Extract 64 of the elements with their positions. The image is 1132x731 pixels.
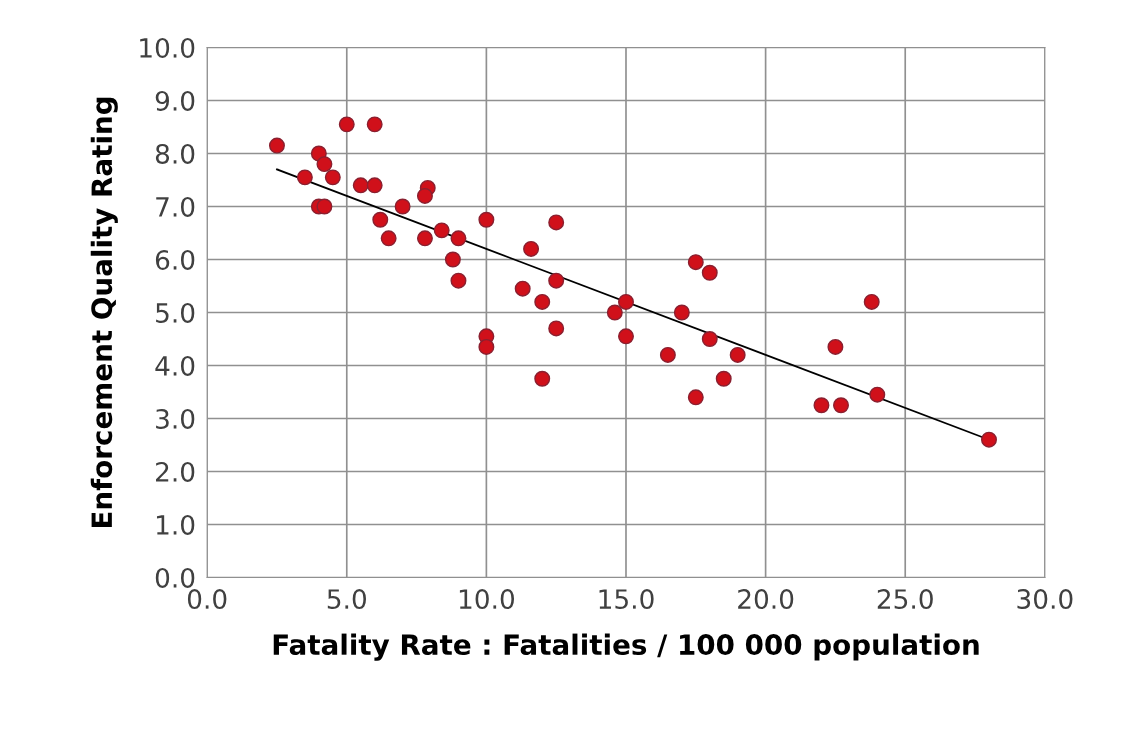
point [416,230,433,247]
point [338,116,355,133]
point [450,272,467,289]
point [606,304,623,321]
point [813,397,830,414]
point [433,222,450,239]
point [863,293,880,310]
point [296,169,313,186]
x-tick-label: 20.0 [738,589,794,610]
point [416,187,433,204]
point [324,169,341,186]
y-tick-label: 9.0 [155,90,195,111]
x-tick-label: 5.0 [327,589,366,610]
x-tick-label: 10.0 [459,589,515,610]
x-tick-label: 30.0 [1017,589,1073,610]
y-tick-label: 4.0 [155,355,195,376]
y-tick-label: 0.0 [155,567,195,588]
y-tick-label: 5.0 [156,302,195,323]
point [380,230,397,247]
point [701,264,718,281]
point [701,331,718,347]
point [450,230,467,247]
point [394,198,411,215]
point [352,177,369,194]
x-tick-label: 25.0 [877,589,933,610]
point [534,370,551,387]
y-tick-label: 10.0 [140,37,195,58]
point [366,116,383,133]
point [729,346,746,363]
x-tick-label: 0.0 [187,589,227,610]
point [687,254,704,271]
y-tick-label: 8.0 [155,143,195,164]
point [833,397,849,414]
point [715,370,732,387]
point [673,304,690,321]
point [268,137,285,154]
y-tick-label: 7.0 [156,196,195,217]
y-tick-label: 2.0 [156,461,195,482]
point [478,338,495,355]
y-tick-label: 6.0 [155,249,195,270]
point [659,346,676,363]
y-axis-title: Enforcement Quality Rating [90,97,118,528]
point [548,272,565,289]
x-axis-title: Fatality Rate : Fatalities / 100 000 population [273,633,979,661]
point [548,214,565,231]
point [534,293,551,310]
point [869,386,886,403]
point [827,338,844,355]
point [687,389,704,406]
point [316,156,333,173]
y-tick-label: 1.0 [156,514,195,535]
point [618,293,634,310]
point [618,328,634,345]
point [981,431,997,448]
point [523,240,540,257]
point [444,251,461,268]
x-tick-label: 15.0 [599,589,654,610]
y-tick-label: 3.0 [156,408,195,429]
point [548,320,565,337]
point [478,211,495,228]
point [514,280,531,297]
point [316,198,333,215]
point [366,177,383,194]
point [372,211,389,228]
